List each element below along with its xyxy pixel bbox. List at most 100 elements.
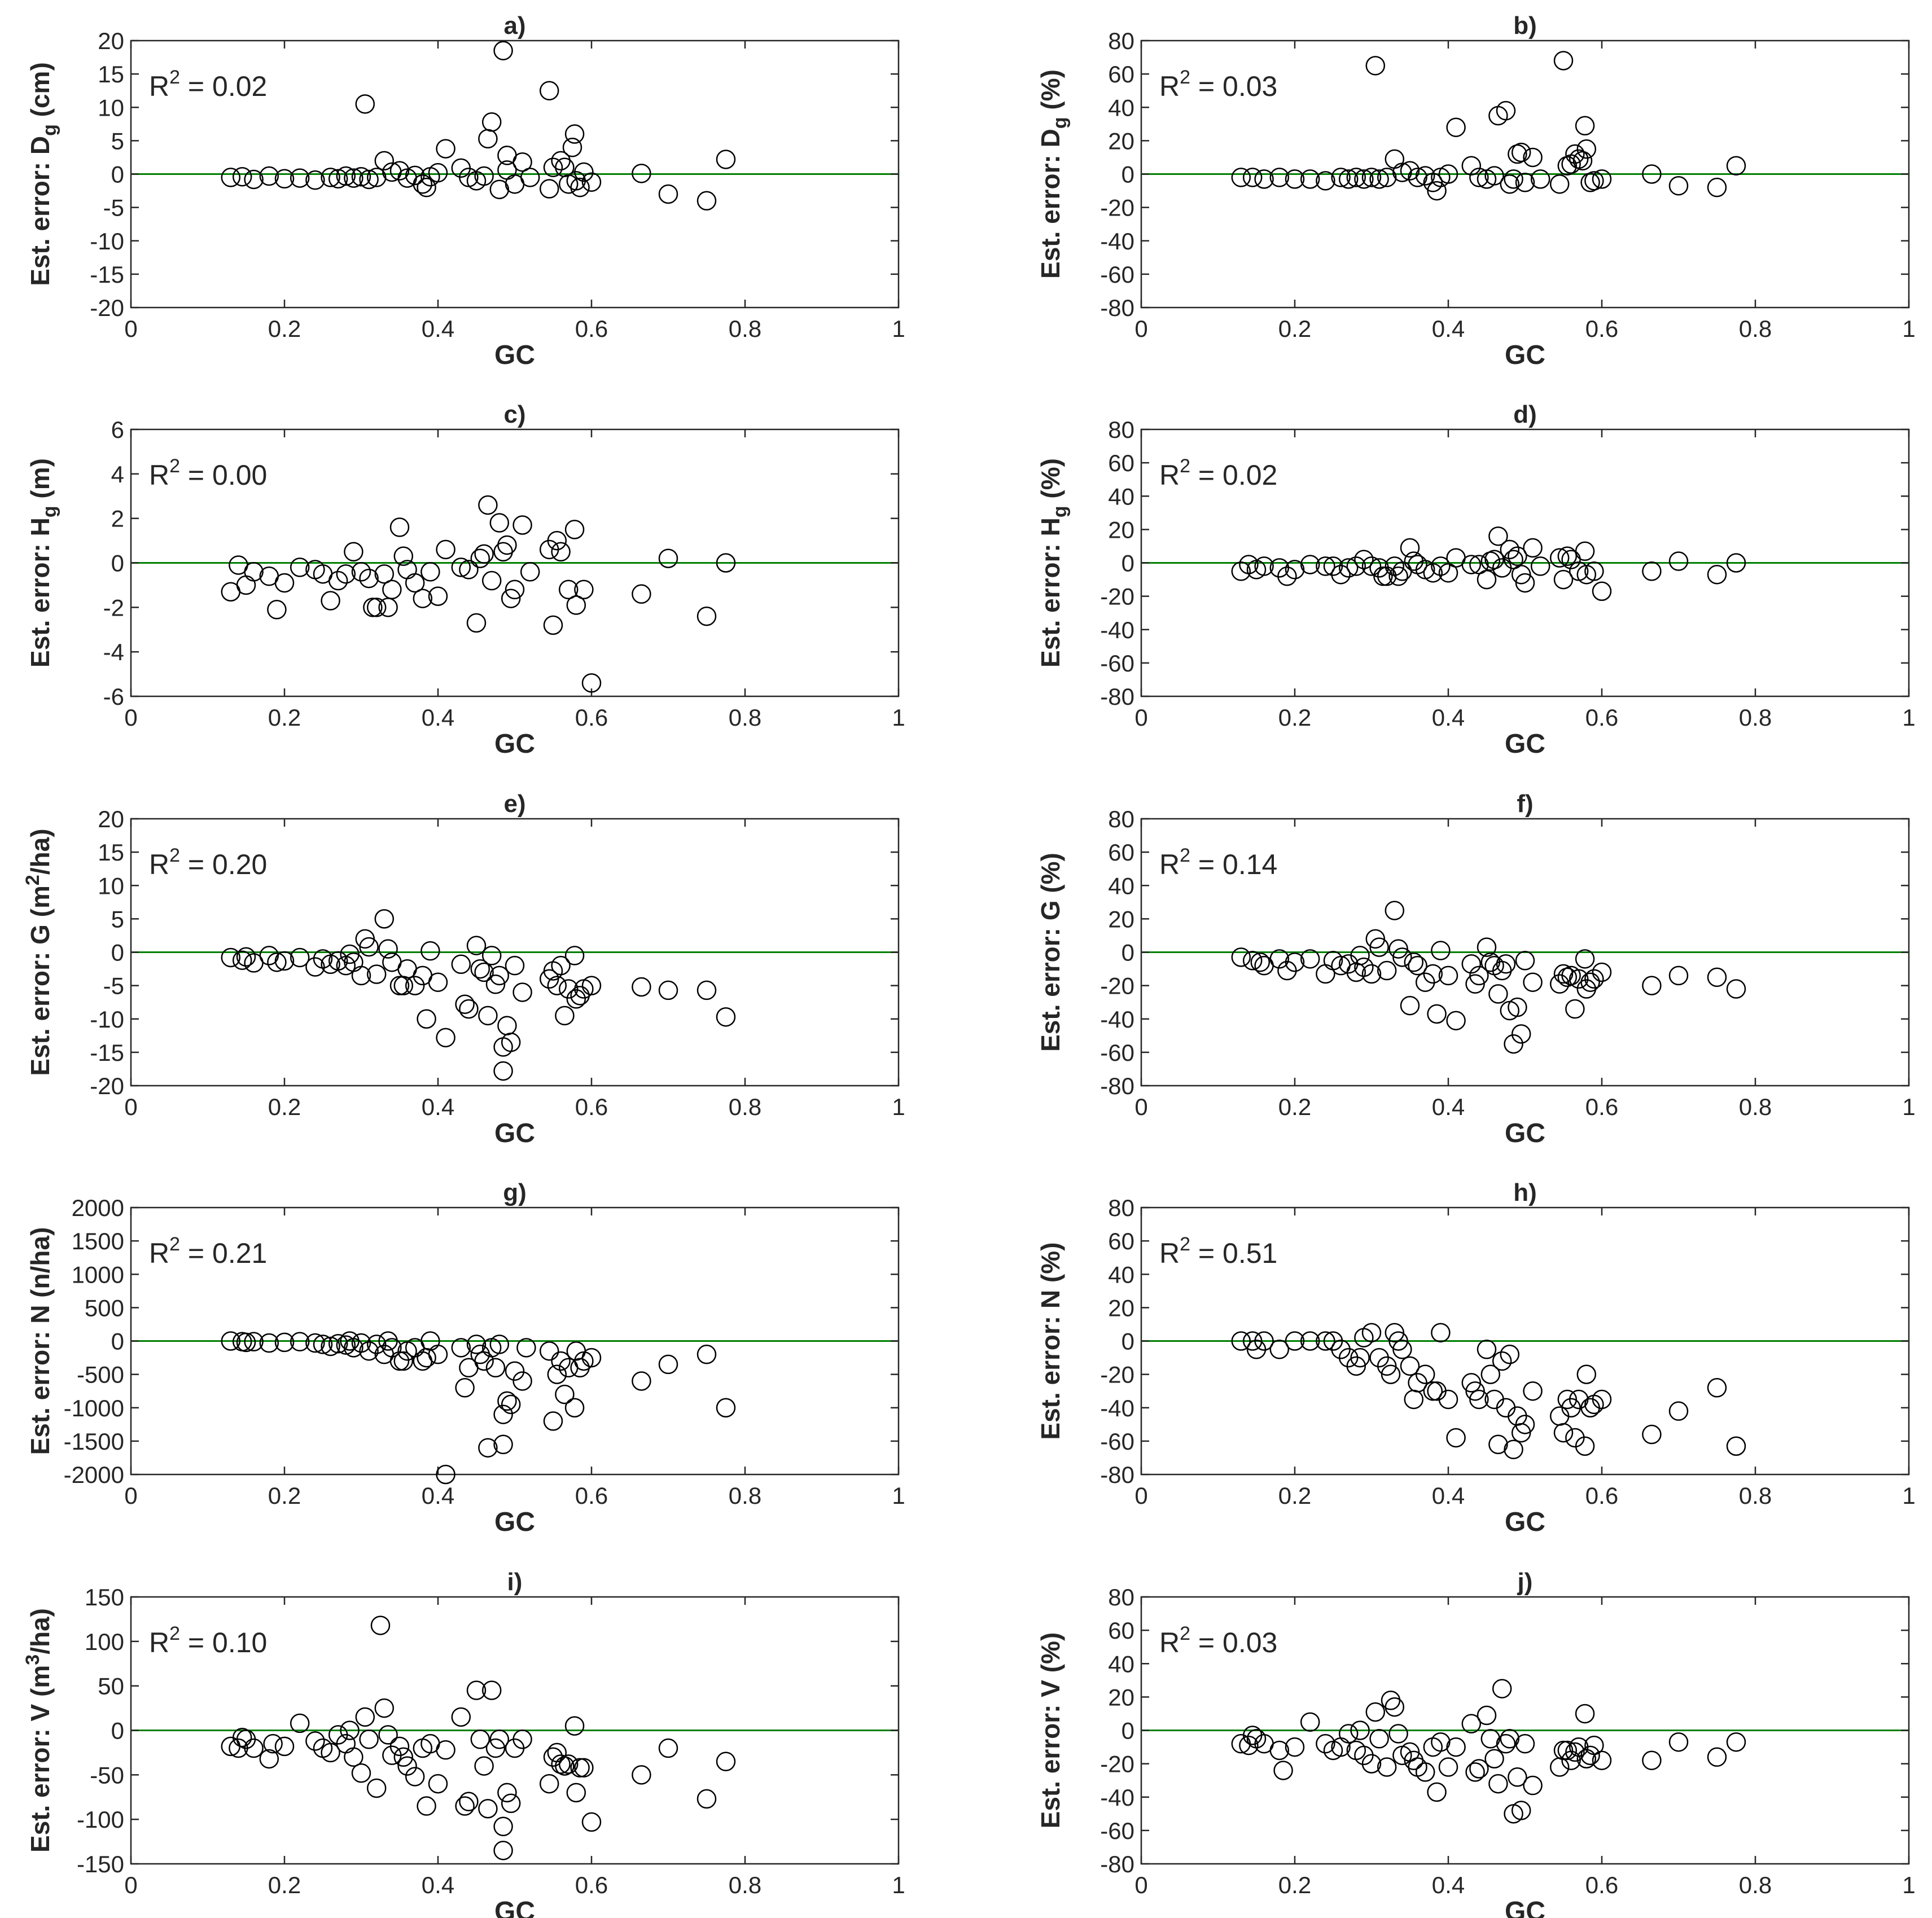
data-point xyxy=(351,166,371,187)
x-axis-label: GC xyxy=(1505,1507,1545,1537)
data-point xyxy=(489,1730,510,1749)
data-point xyxy=(512,515,532,535)
y-tick-label: 60 xyxy=(1108,450,1134,476)
data-point xyxy=(1642,561,1662,581)
data-point xyxy=(1408,955,1427,976)
y-label-text: Est. error: N (%) xyxy=(1036,1242,1065,1439)
x-tick-label: 1 xyxy=(892,1094,905,1120)
data-point xyxy=(470,1730,490,1749)
data-point xyxy=(1515,173,1535,192)
data-point xyxy=(221,168,241,187)
data-point xyxy=(378,939,398,959)
data-point xyxy=(581,172,602,192)
x-tick-label: 0.4 xyxy=(422,1094,454,1120)
data-point xyxy=(366,964,387,984)
y-tick-label: 1000 xyxy=(72,1261,124,1288)
data-point xyxy=(359,937,379,957)
r2-base: R xyxy=(1159,849,1180,880)
data-point xyxy=(1488,526,1508,546)
data-point xyxy=(1530,169,1550,189)
data-point xyxy=(547,976,567,995)
data-point xyxy=(455,1378,475,1398)
data-point xyxy=(363,598,383,617)
data-point xyxy=(1388,1331,1408,1351)
y-label-subscript: g xyxy=(1049,506,1071,517)
y-tick-label: 10 xyxy=(98,872,124,899)
x-axis-label: GC xyxy=(494,1897,535,1918)
y-tick-label: -150 xyxy=(77,1851,124,1877)
data-point xyxy=(328,169,348,189)
data-point xyxy=(1461,555,1482,574)
data-point xyxy=(244,1332,264,1351)
data-point xyxy=(436,139,455,159)
x-tick-label: 0 xyxy=(1134,1482,1147,1509)
y-tick-label: -6 xyxy=(103,683,124,710)
data-point xyxy=(359,1730,379,1749)
x-tick-label: 1 xyxy=(892,1872,905,1898)
data-point xyxy=(581,1348,602,1368)
r2-base: R xyxy=(149,849,169,880)
r2-superscript: 2 xyxy=(1180,1623,1190,1644)
data-point xyxy=(1523,147,1543,168)
data-point xyxy=(459,1792,479,1811)
data-point xyxy=(1642,976,1662,995)
data-point xyxy=(244,562,264,582)
data-point xyxy=(1580,972,1600,992)
panel-title: d) xyxy=(1513,401,1537,428)
y-tick-label: 0 xyxy=(111,161,124,188)
data-point xyxy=(1346,1356,1366,1376)
x-tick-label: 0.8 xyxy=(729,1482,761,1509)
data-point xyxy=(1377,566,1397,586)
data-point xyxy=(478,495,498,515)
data-point xyxy=(1300,1712,1320,1732)
data-point xyxy=(1438,1757,1458,1777)
data-point xyxy=(474,544,494,564)
y-tick-label: -40 xyxy=(1100,1395,1134,1421)
data-point xyxy=(1469,965,1489,986)
y-label-subscript: g xyxy=(39,506,60,517)
panel-h: 0 0.2 0.4 0.6 0.8 1 80 60 40 20 0 -20 -40 -60 -80 h) GC R… xyxy=(1036,1179,1916,1537)
data-point xyxy=(455,994,475,1014)
y-tick-label: 0 xyxy=(111,940,124,966)
data-point xyxy=(1484,1749,1504,1769)
data-point xyxy=(1316,171,1335,191)
data-point xyxy=(1572,151,1593,171)
data-point xyxy=(1369,169,1389,189)
data-point xyxy=(1508,144,1527,164)
y-tick-label: -15 xyxy=(90,1039,124,1066)
panel-c: 0 0.2 0.4 0.6 0.8 1 6 4 2 0 -2 -4 -6 c) GC R2 = 0.00 Est… xyxy=(25,401,905,759)
data-point xyxy=(436,1028,455,1048)
data-point xyxy=(1285,1737,1305,1757)
data-point xyxy=(274,1736,295,1757)
data-point xyxy=(1269,1740,1290,1761)
data-point xyxy=(321,168,340,187)
data-point xyxy=(1500,174,1520,194)
data-point xyxy=(1250,952,1271,972)
data-point xyxy=(562,137,582,157)
panel-title: e) xyxy=(503,790,525,818)
data-point xyxy=(501,1032,521,1052)
y-tick-label: -80 xyxy=(1100,295,1134,321)
data-point xyxy=(1269,168,1290,187)
data-point xyxy=(466,936,487,955)
data-point xyxy=(1438,1389,1458,1410)
data-point xyxy=(1385,901,1405,920)
data-point xyxy=(290,1713,310,1733)
data-point xyxy=(451,1707,471,1727)
y-tick-label: -4 xyxy=(103,639,124,665)
data-point xyxy=(274,951,295,971)
data-point xyxy=(1496,1733,1516,1754)
x-tick-label: 1 xyxy=(1902,1482,1915,1509)
x-tick-label: 0.8 xyxy=(1739,1094,1772,1120)
y-axis-label: Est. error: Hg (m) xyxy=(25,458,60,668)
x-tick-label: 0.8 xyxy=(1739,1872,1772,1898)
data-point xyxy=(1331,168,1351,187)
data-point xyxy=(244,1738,264,1758)
y-label-superscript: 3 xyxy=(22,1654,43,1665)
data-point xyxy=(564,946,585,965)
data-point xyxy=(1254,169,1274,189)
x-axis-label: GC xyxy=(494,729,535,759)
data-point xyxy=(632,164,651,183)
data-point xyxy=(1269,949,1290,969)
data-point xyxy=(305,1333,325,1353)
